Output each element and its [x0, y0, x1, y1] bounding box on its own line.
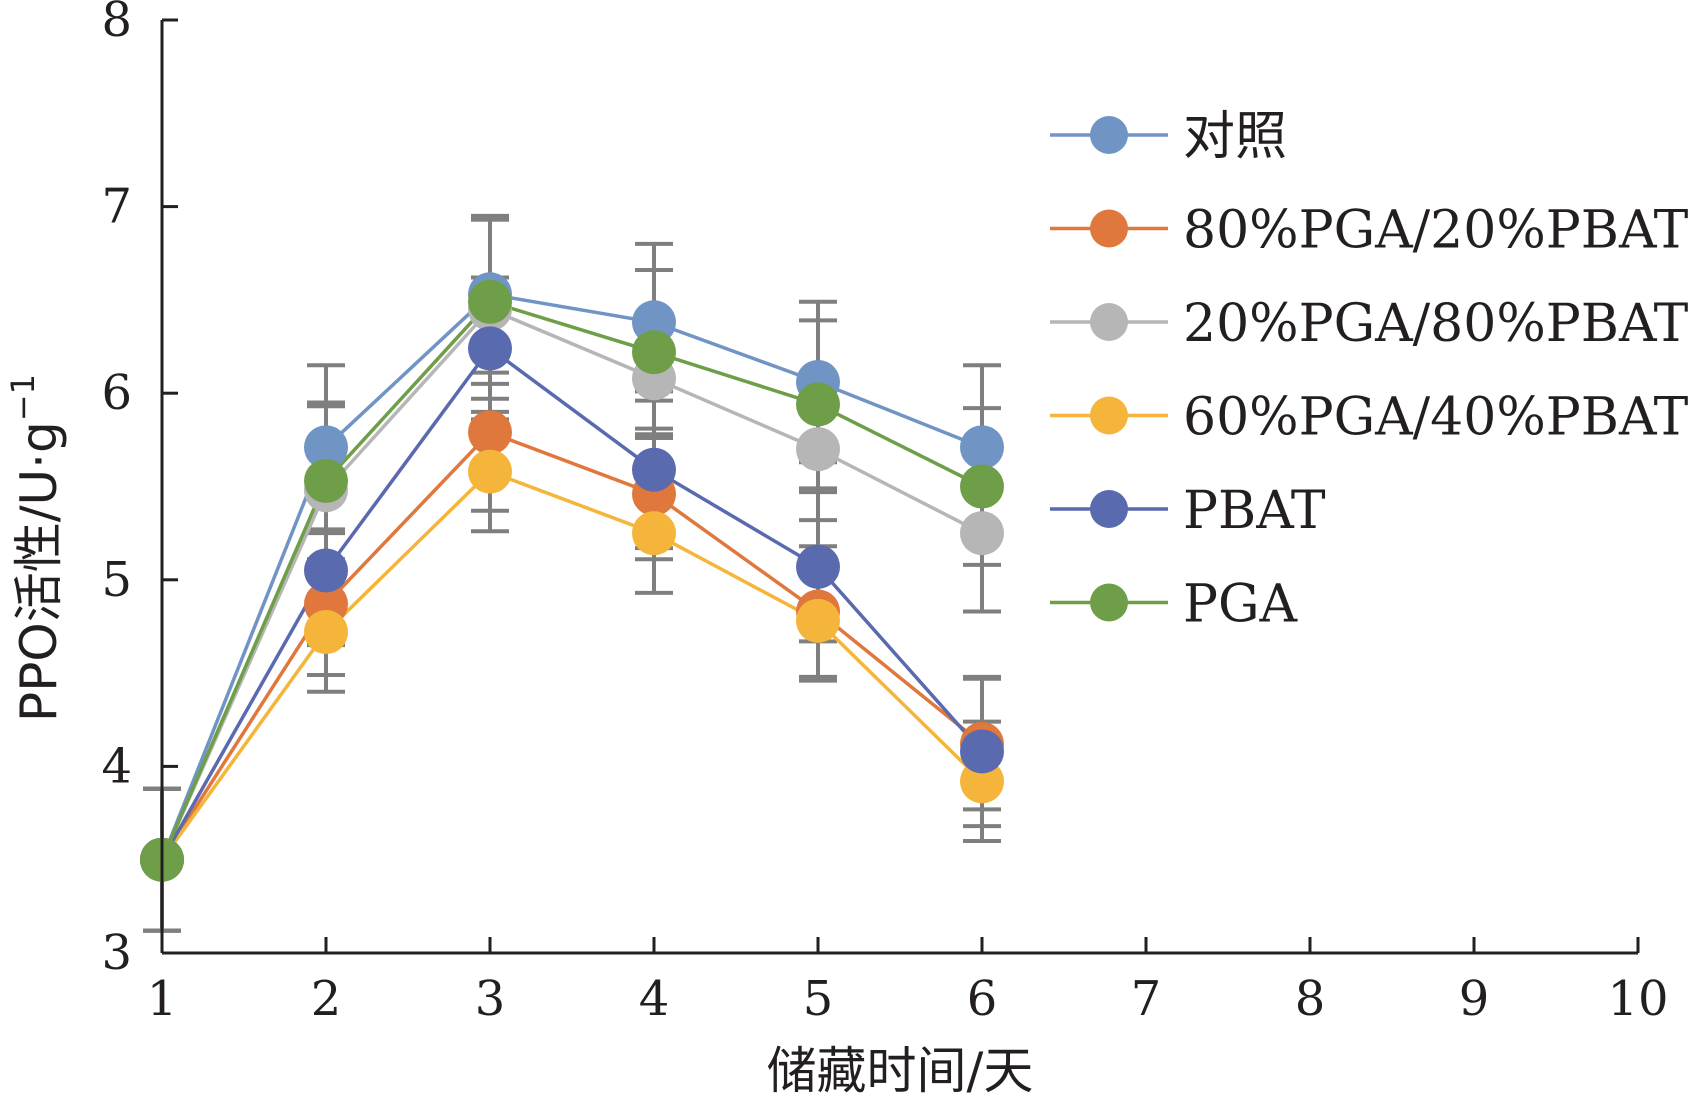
legend-marker-0	[1090, 116, 1128, 154]
legend-label-0: 对照	[1183, 107, 1287, 167]
y-tick-label-3: 3	[101, 925, 132, 981]
legend: 对照 80%PGA/20%PBAT 20%PGA/80%PBAT 60%PGA/40%…	[1050, 107, 1689, 635]
data-point-4-5	[960, 729, 1004, 774]
data-point-5-4	[796, 382, 840, 427]
series-lines	[160, 292, 984, 861]
series-line-3	[160, 469, 984, 861]
data-point-3-4	[796, 598, 840, 643]
data-point-4-2	[468, 326, 512, 371]
series-markers	[140, 272, 1004, 882]
data-point-3-3	[632, 511, 676, 556]
legend-label-5: PGA	[1183, 575, 1299, 635]
x-axis-title: 储藏时间/天	[767, 1042, 1034, 1100]
series-line-1	[160, 430, 984, 861]
data-point-5-5	[960, 464, 1004, 509]
data-point-3-2	[468, 449, 512, 494]
data-point-4-3	[632, 447, 676, 492]
data-point-3-1	[304, 610, 348, 655]
data-point-5-1	[304, 458, 348, 503]
x-tick-label-2: 2	[311, 971, 342, 1027]
x-tick-label-7: 7	[1131, 971, 1162, 1027]
legend-label-1: 80%PGA/20%PBAT	[1183, 201, 1689, 261]
data-point-4-4	[796, 544, 840, 589]
error-bars	[143, 213, 1001, 933]
legend-marker-4	[1090, 490, 1128, 528]
y-tick-label-7: 7	[101, 179, 132, 235]
x-tick-label-8: 8	[1295, 971, 1326, 1027]
series-line-2	[160, 307, 983, 861]
legend-label-4: PBAT	[1183, 481, 1326, 541]
y-tick-label-5: 5	[101, 552, 132, 608]
data-point-0-1	[304, 425, 348, 470]
x-tick-label-6: 6	[967, 971, 998, 1027]
y-axis-title: PPO活性/U·g−1	[4, 374, 68, 722]
legend-marker-1	[1090, 209, 1128, 248]
data-point-2-5	[960, 511, 1004, 556]
data-point-4-1	[304, 548, 348, 593]
y-tick-label-4: 4	[101, 738, 132, 794]
legend-marker-5	[1090, 583, 1128, 622]
series-line-0	[160, 292, 983, 861]
x-tick-label-10: 10	[1607, 971, 1668, 1027]
data-point-0-5	[960, 425, 1004, 470]
data-point-5-3	[632, 330, 676, 375]
legend-label-3: 60%PGA/40%PBAT	[1183, 388, 1689, 448]
y-tick-label-6: 6	[101, 365, 132, 421]
series-line-4	[160, 345, 984, 861]
y-tick-label-8: 8	[101, 0, 132, 48]
data-point-5-2	[468, 279, 512, 324]
x-tick-label-3: 3	[475, 971, 506, 1027]
tick-labels: 3 4 5 6 7 8 1 2 3 4 5 6 7 8 9 10	[101, 0, 1668, 1027]
y-axis-title-main: PPO活性/U·g	[10, 421, 68, 722]
x-tick-label-4: 4	[639, 971, 670, 1027]
x-tick-label-5: 5	[803, 971, 834, 1027]
axes	[160, 18, 1640, 955]
y-axis-title-exponent: −1	[4, 374, 42, 421]
series-line-5	[160, 299, 983, 861]
data-point-2-4	[796, 427, 840, 472]
data-point-1-2	[468, 410, 512, 455]
x-tick-label-9: 9	[1459, 971, 1490, 1027]
legend-label-2: 20%PGA/80%PBAT	[1183, 294, 1689, 354]
legend-marker-3	[1090, 396, 1128, 435]
x-tick-label-1: 1	[147, 971, 178, 1027]
legend-marker-2	[1090, 303, 1128, 341]
